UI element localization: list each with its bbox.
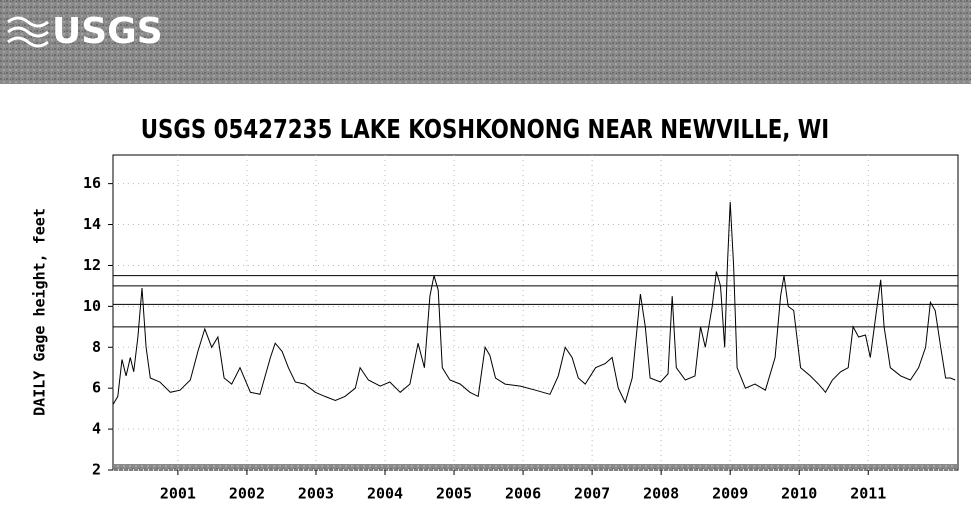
y-tick-label: 8 [92, 338, 101, 356]
x-tick-label: 2003 [298, 485, 334, 503]
x-tick-label: 2010 [781, 485, 817, 503]
x-tick-label: 2004 [367, 485, 403, 503]
header-bar [0, 0, 971, 84]
logo-waves [7, 16, 49, 48]
data-line [112, 201, 956, 405]
x-tick-label: 2002 [229, 485, 265, 503]
y-tick-label: 4 [92, 420, 101, 438]
x-tick-label: 2001 [160, 485, 196, 503]
x-tick-label: 2006 [505, 485, 541, 503]
x-tick-label: 2005 [436, 485, 472, 503]
y-tick-label: 14 [83, 215, 101, 233]
plot-area [112, 154, 959, 471]
x-tick-label: 2008 [643, 485, 679, 503]
logo: USGS [52, 11, 163, 52]
y-tick-label: 6 [92, 379, 101, 397]
ground-band [114, 464, 957, 469]
y-tick-label: 12 [83, 256, 101, 274]
y-tick-label: 2 [92, 461, 101, 479]
x-tick-label: 2009 [712, 485, 748, 503]
x-tick-label: 2011 [850, 485, 886, 503]
y-tick-label: 10 [83, 297, 101, 315]
y-tick-label: 16 [83, 174, 101, 192]
chart-title: USGS 05427235 LAKE KOSHKONONG NEAR NEWVI… [141, 114, 829, 145]
x-tick-label: 2007 [574, 485, 610, 503]
y-axis-label: DAILY Gage height, feet [31, 208, 49, 416]
